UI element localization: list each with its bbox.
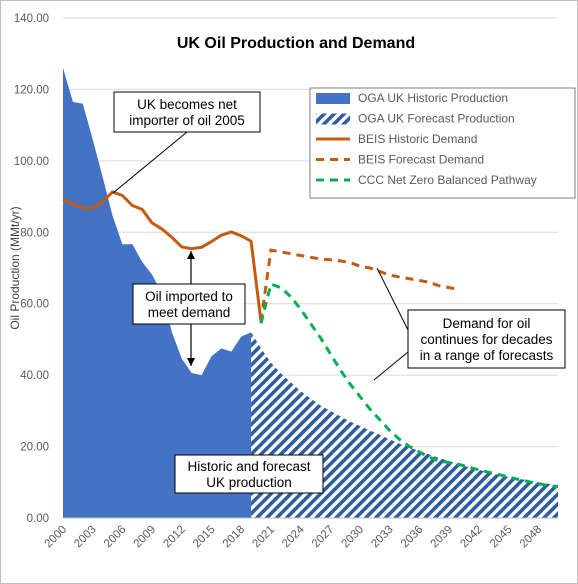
y-axis-label: Oil Production (MMt/yr) [8, 206, 22, 329]
annotation-box-oil-imported [132, 283, 246, 325]
legend-swatch-oga-uk-historic-production [316, 93, 350, 104]
annotation-text: UK becomes net [137, 97, 237, 112]
x-tick-label: 2003 [72, 524, 99, 551]
chart-title: UK Oil Production and Demand [177, 35, 415, 52]
annotation-text: meet demand [148, 305, 231, 320]
demand-lines [62, 190, 559, 489]
y-tick-label: 100.00 [14, 156, 49, 168]
y-tick-label: 40.00 [20, 370, 49, 382]
series-area-oga-uk-forecast-production [251, 332, 558, 518]
legend-box [309, 87, 576, 199]
legend-label: BEIS Forecast Demand [358, 153, 484, 167]
legend-label: OGA UK Historic Production [358, 91, 508, 105]
x-tick-label: 2006 [102, 524, 129, 551]
annotation-leader-line [376, 267, 409, 331]
annotation-text: UK production [206, 475, 292, 490]
x-tick-label: 2015 [191, 524, 218, 551]
annotation-leader-line [112, 131, 188, 194]
legend-label: BEIS Historic Demand [358, 132, 477, 146]
annotation-text: in a range of forecasts [420, 348, 554, 363]
x-tick-label: 2048 [518, 524, 545, 551]
annotation-text: continues for decades [420, 332, 552, 347]
x-tick-label: 2033 [369, 524, 396, 551]
y-tick-label: 80.00 [20, 227, 49, 239]
x-tick-label: 2021 [250, 524, 277, 551]
x-tick-label: 2024 [280, 523, 307, 550]
annotation-text: Oil imported to [145, 289, 233, 304]
series-line-beis-historic-demand [62, 190, 263, 322]
annotation-box-demand-continues [407, 309, 566, 369]
x-tick-label: 2027 [310, 524, 337, 551]
x-tick-label: 2042 [458, 524, 485, 551]
y-tick-label: 140.00 [14, 13, 49, 25]
series-line-ccc-net-zero-balanced-pathway [259, 282, 559, 489]
x-tick-label: 2039 [429, 524, 456, 551]
annotation-text: Demand for oil [443, 316, 531, 331]
y-tick-label: 0.00 [27, 513, 49, 525]
x-tick-label: 2000 [43, 524, 70, 551]
y-tick-label: 20.00 [20, 442, 49, 454]
x-tick-label: 2012 [161, 524, 188, 551]
annotation-text: Historic and forecast [187, 459, 310, 474]
legend: OGA UK Historic Production OGA UK Forecas… [309, 87, 576, 199]
arrowhead-up-icon [187, 251, 195, 259]
legend-label: OGA UK Forecast Production [358, 112, 515, 126]
y-tick-label: 120.00 [14, 84, 49, 96]
legend-label: CCC Net Zero Balanced Pathway [358, 173, 537, 187]
annotation-box-historic-forecast [174, 454, 324, 494]
y-tick-label: 60.00 [20, 299, 49, 311]
series-line-beis-forecast-demand [259, 248, 460, 322]
x-tick-label: 2045 [488, 524, 515, 551]
annotation-text: importer of oil 2005 [129, 113, 245, 128]
x-tick-label: 2030 [340, 524, 367, 551]
x-tick-label: 2036 [399, 524, 426, 551]
arrowhead-down-icon [187, 358, 195, 366]
x-tick-label: 2018 [221, 524, 248, 551]
x-tick-label: 2009 [132, 524, 159, 551]
annotation-box-net-importer [113, 91, 261, 133]
annotation-leader-line [373, 351, 409, 381]
legend-swatch-oga-uk-forecast-production [316, 113, 350, 125]
